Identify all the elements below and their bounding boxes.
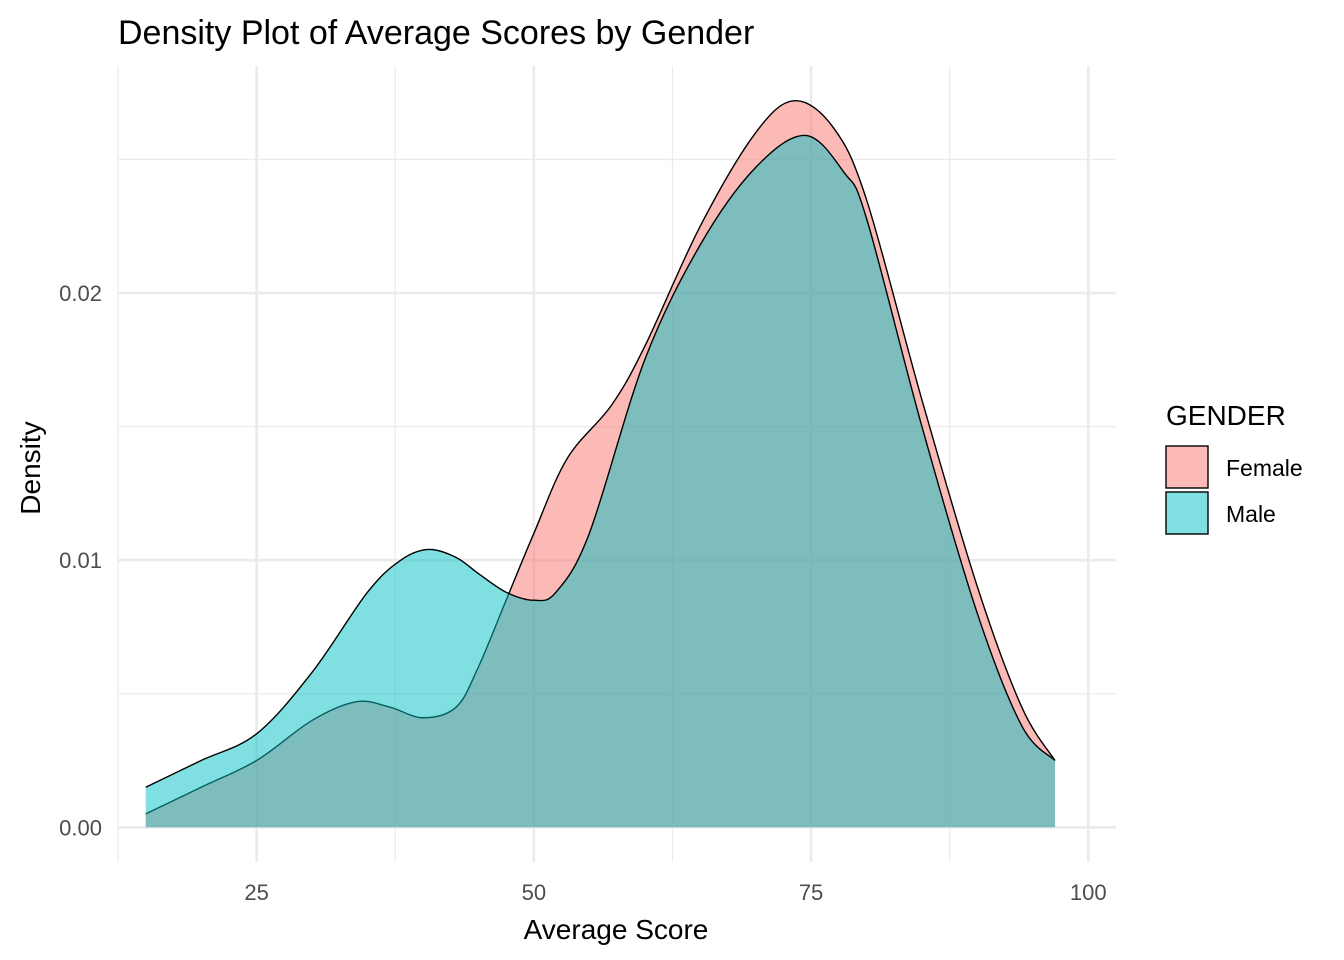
y-axis-title: Density bbox=[15, 421, 46, 514]
legend-label-male: Male bbox=[1226, 501, 1276, 527]
legend: GENDER Female Male bbox=[1165, 400, 1303, 535]
x-axis-ticks: 25 50 75 100 bbox=[244, 880, 1106, 905]
y-tick-label: 0.02 bbox=[59, 281, 102, 306]
density-line-male bbox=[145, 134, 1056, 788]
x-tick-label: 25 bbox=[244, 880, 268, 905]
legend-label-female: Female bbox=[1226, 455, 1303, 481]
x-axis-title: Average Score bbox=[524, 914, 709, 945]
y-tick-label: 0.01 bbox=[59, 548, 102, 573]
y-tick-label: 0.00 bbox=[59, 815, 102, 840]
chart-title: Density Plot of Average Scores by Gender bbox=[118, 14, 754, 52]
density-area-male bbox=[145, 135, 1056, 828]
y-axis-ticks: 0.00 0.01 0.02 bbox=[59, 281, 102, 840]
x-tick-label: 50 bbox=[522, 880, 546, 905]
x-tick-label: 100 bbox=[1070, 880, 1107, 905]
legend-key-female bbox=[1165, 445, 1209, 489]
legend-title: GENDER bbox=[1166, 400, 1286, 431]
density-areas bbox=[145, 100, 1056, 828]
legend-key-male bbox=[1165, 491, 1209, 535]
x-tick-label: 75 bbox=[799, 880, 823, 905]
